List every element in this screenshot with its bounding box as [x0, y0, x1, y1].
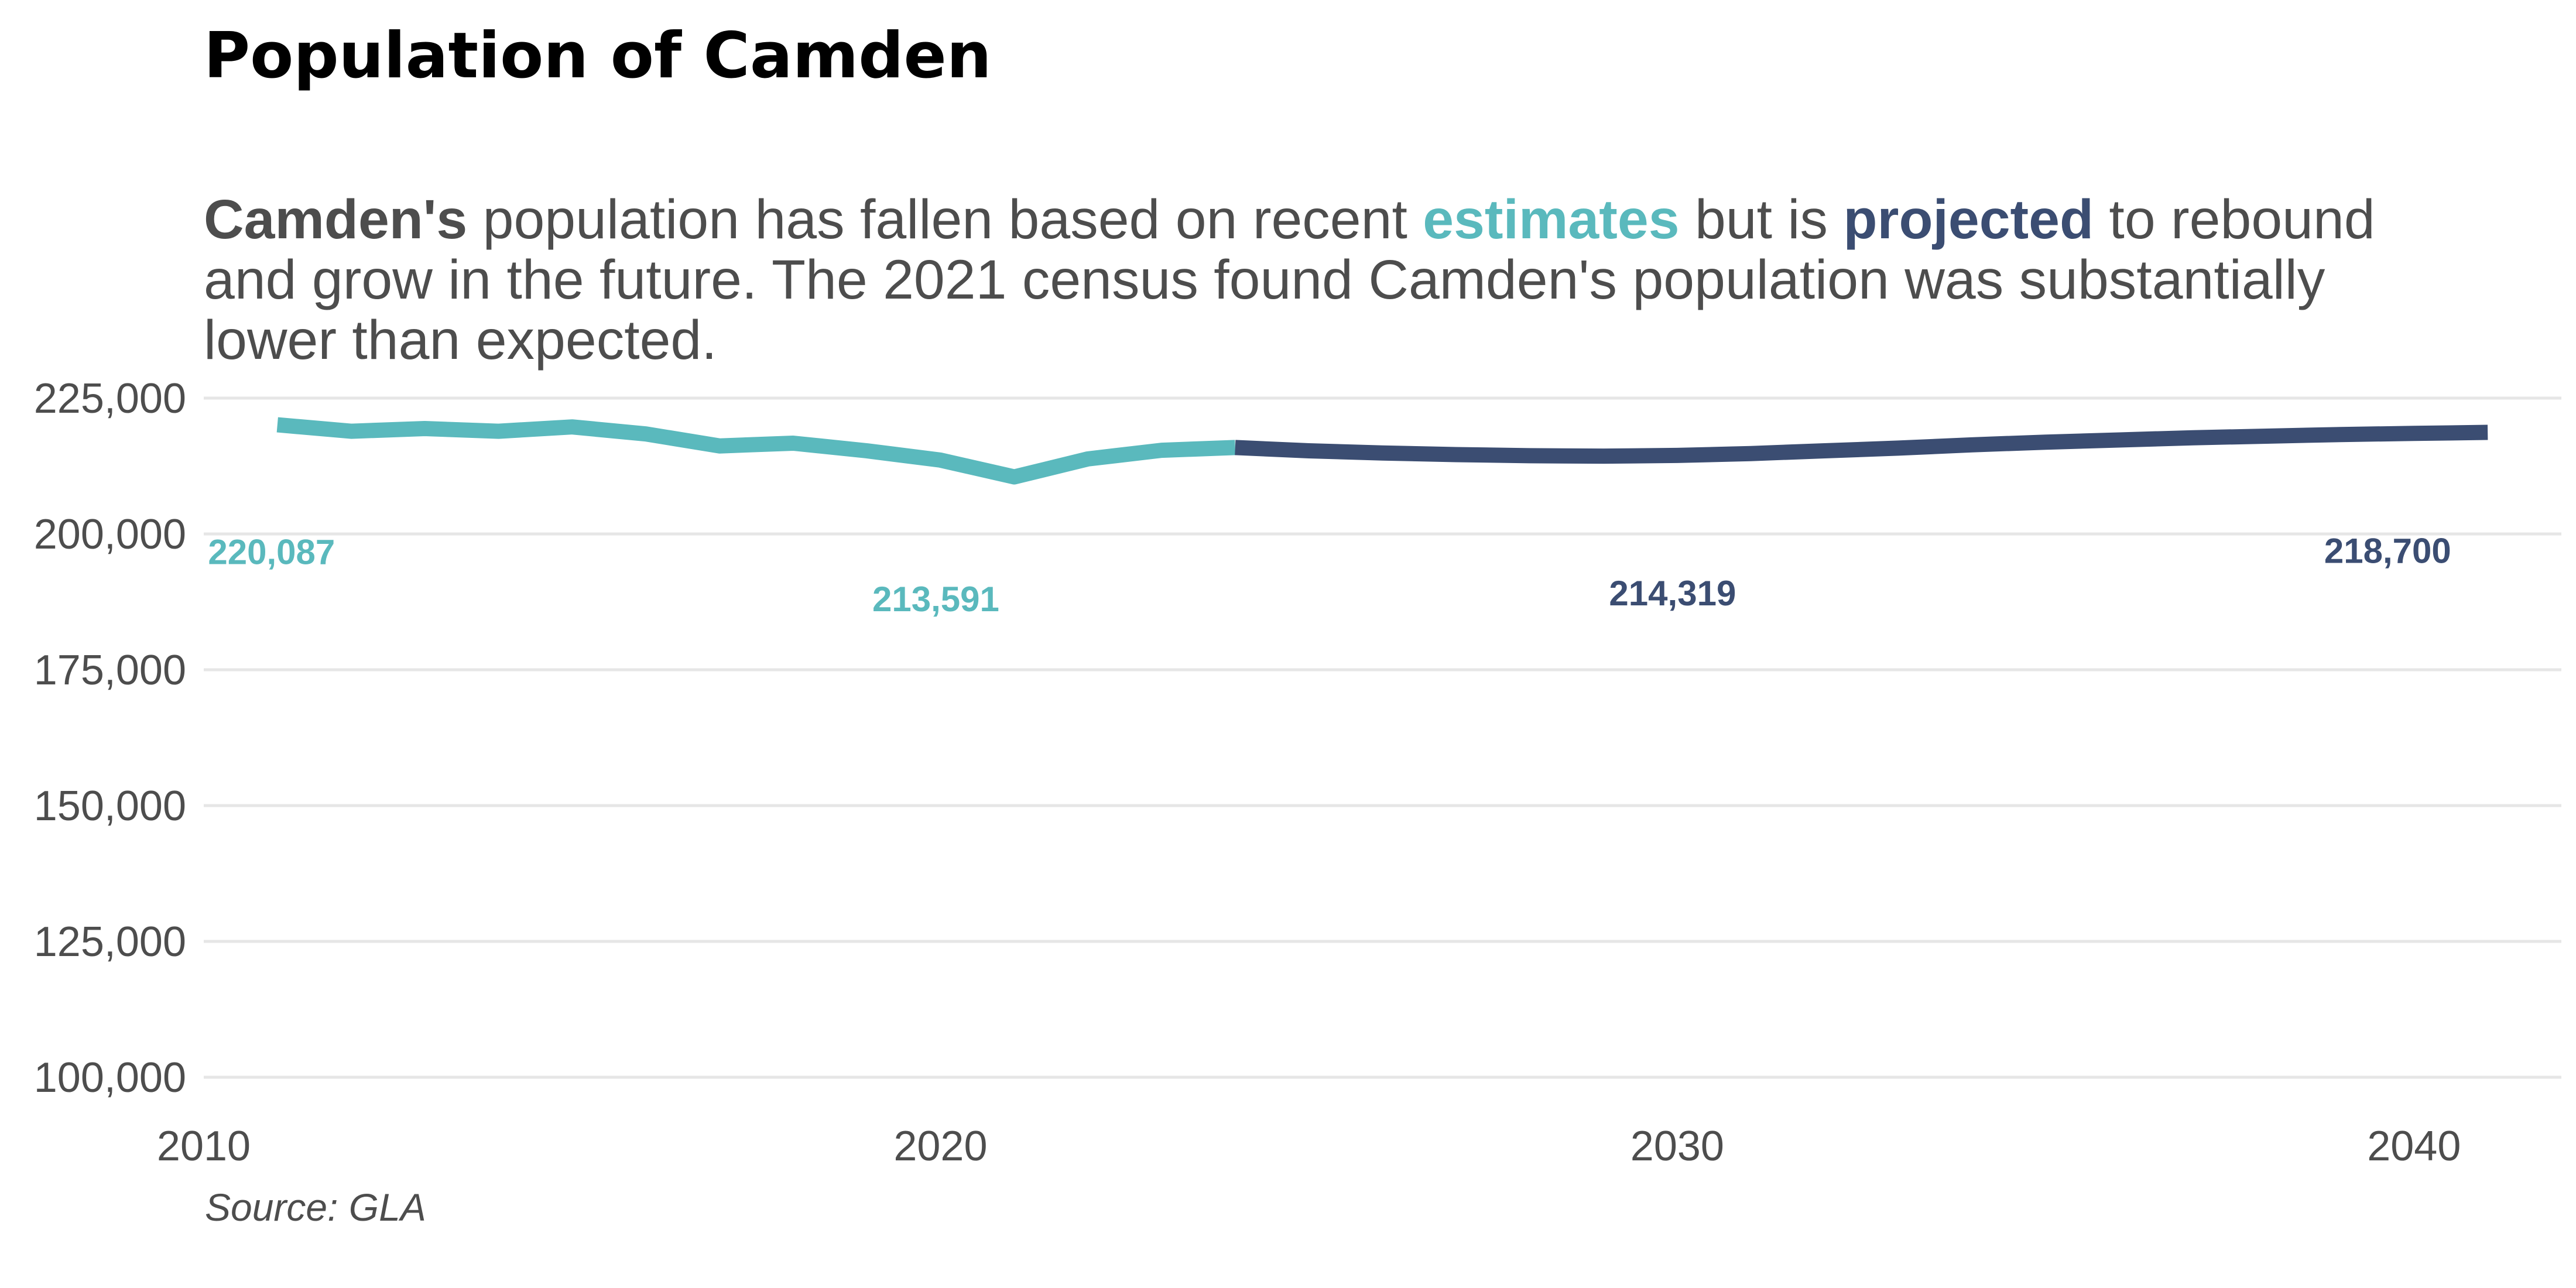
- y-tick-label: 150,000: [34, 783, 186, 830]
- subtitle-segment-estimates: estimates: [1423, 189, 1679, 251]
- series-lines: [276, 417, 2488, 485]
- data-label-2040: 218,700: [2324, 531, 2451, 570]
- subtitle-segment-normal: population has fallen based on recent: [467, 189, 1423, 251]
- chart-title: Population of Camden: [204, 19, 992, 93]
- data-label-2011: 220,087: [208, 533, 335, 572]
- chart-source-caption: Source: GLA: [205, 1186, 426, 1229]
- y-tick-label: 200,000: [34, 511, 186, 558]
- data-label-2020: 213,591: [872, 580, 999, 619]
- x-tick-label: 2040: [2367, 1123, 2461, 1170]
- series-line-estimates: [276, 417, 1236, 485]
- chart-subtitle-line-2: and grow in the future. The 2021 census …: [204, 249, 2325, 311]
- y-tick-label: 225,000: [34, 375, 186, 422]
- y-axis-tick-labels: 100,000 125,000 150,000 175,000 200,000 225,0…: [34, 375, 186, 1101]
- y-tick-label: 175,000: [34, 647, 186, 694]
- chart-subtitle-line-1: Camden's population has fallen based on …: [204, 189, 2375, 251]
- x-tick-label: 2020: [893, 1123, 987, 1170]
- y-gridlines: [204, 396, 2561, 1079]
- chart-subtitle-line-3: lower than expected.: [204, 309, 717, 371]
- subtitle-segment-normal: but is: [1680, 189, 1844, 251]
- x-tick-label: 2010: [157, 1123, 251, 1170]
- subtitle-segment-normal: to rebound: [2094, 189, 2375, 251]
- data-labels: 220,087 213,591 214,319 218,700: [208, 531, 2451, 618]
- subtitle-segment-bold: Camden's: [204, 189, 467, 251]
- y-tick-label: 125,000: [34, 919, 186, 965]
- y-tick-label: 100,000: [34, 1054, 186, 1101]
- data-label-2030: 214,319: [1609, 574, 1736, 613]
- x-tick-label: 2030: [1630, 1123, 1724, 1170]
- subtitle-segment-projected: projected: [1843, 189, 2094, 251]
- series-line-projected: [1235, 424, 2488, 464]
- x-axis-tick-labels: 2010 2020 2030 2040: [157, 1123, 2461, 1170]
